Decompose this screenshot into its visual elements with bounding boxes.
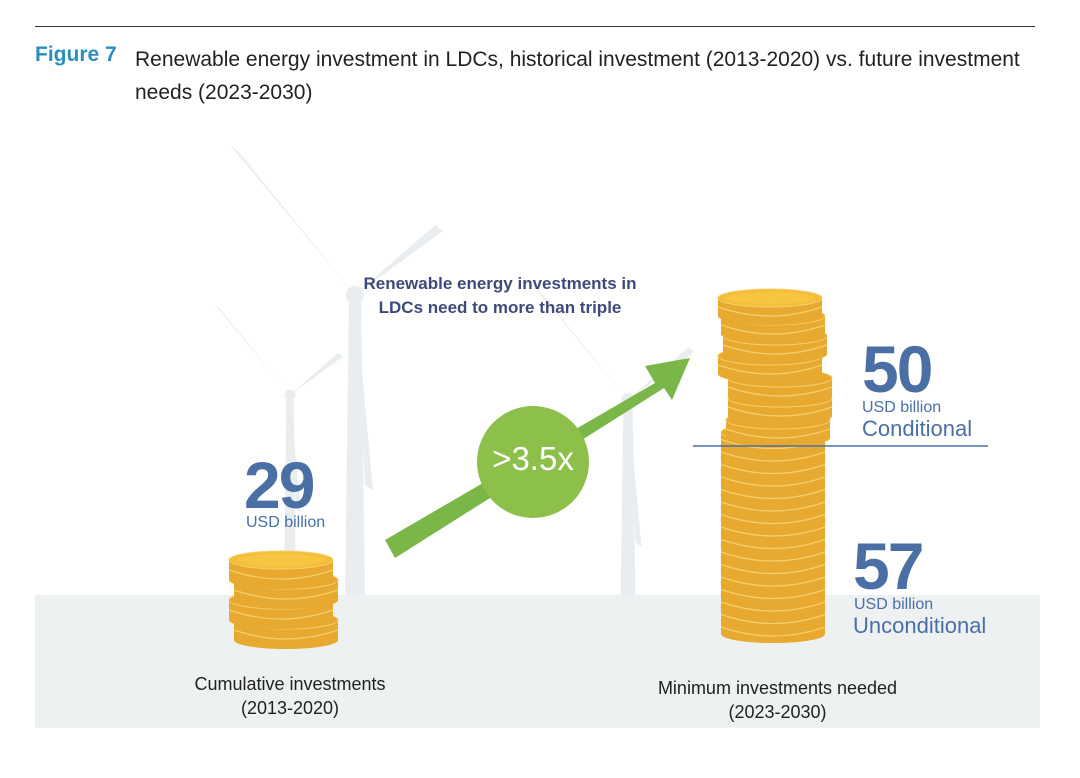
wind-turbines-background <box>215 145 694 600</box>
coin <box>717 288 823 325</box>
label-conditional: Conditional <box>862 416 973 441</box>
wind-turbine-icon <box>230 145 443 600</box>
category-historical-line2: (2013-2020) <box>240 698 340 718</box>
multiplier-circle <box>477 406 589 518</box>
callout-text: Renewable energy investments in LDCs nee… <box>363 274 637 317</box>
top-rule <box>35 26 1035 27</box>
value-unconditional: 57 <box>853 529 924 603</box>
label-unconditional: Unconditional <box>853 613 987 638</box>
figure-label: Figure 7 <box>35 43 117 66</box>
category-needed-line1: Minimum investments needed <box>657 678 898 698</box>
value-conditional: 50 <box>862 332 933 406</box>
value-historical: 29 <box>244 448 315 522</box>
category-historical: Cumulative investments (2013-2020) <box>150 672 430 720</box>
ground <box>35 595 1040 728</box>
unit-unconditional: USD billion <box>854 596 934 613</box>
wind-turbine-icon <box>215 305 343 600</box>
coin-stack-needed <box>717 288 833 643</box>
unit-conditional: USD billion <box>862 399 942 416</box>
coin <box>228 550 334 589</box>
coin-stack-historical <box>228 550 339 649</box>
category-historical-line1: Cumulative investments <box>194 674 386 694</box>
category-needed-line2: (2023-2030) <box>728 702 827 722</box>
category-needed: Minimum investments needed (2023-2030) <box>615 676 940 724</box>
multiplier-label: >3.5x <box>492 440 574 477</box>
figure-title: Renewable energy investment in LDCs, his… <box>135 48 1020 104</box>
unit-historical: USD billion <box>246 514 326 531</box>
